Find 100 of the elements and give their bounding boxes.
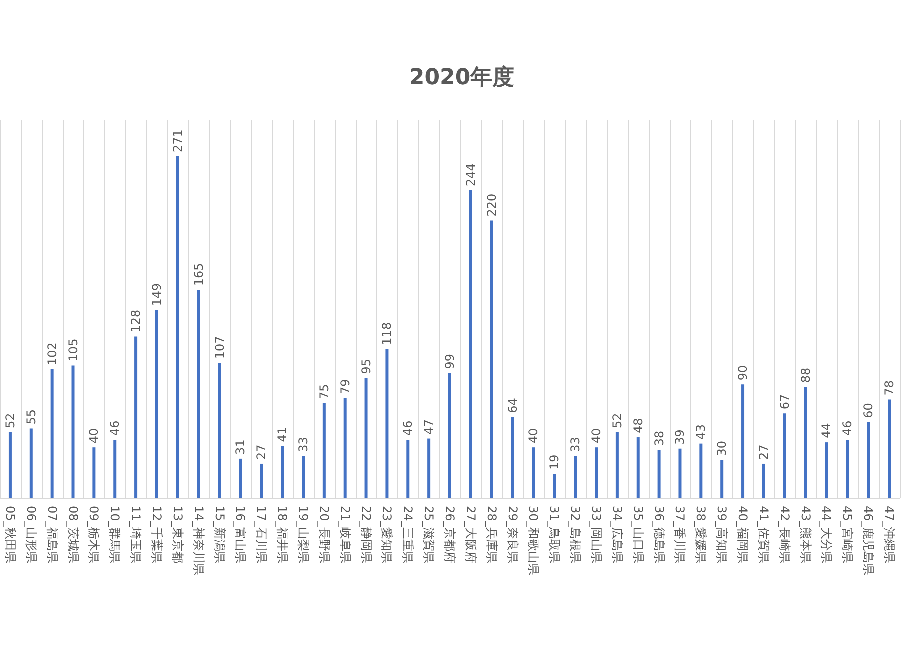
x-tick-label: 33_岡山県 bbox=[590, 506, 604, 564]
x-tick-label: 20_長野県 bbox=[317, 506, 332, 564]
x-tick-label: 18_福井県 bbox=[276, 506, 290, 564]
x-tick-label: 29_奈良県 bbox=[506, 506, 520, 564]
data-label: 52 bbox=[3, 413, 18, 428]
bar bbox=[825, 442, 828, 498]
bar bbox=[490, 220, 494, 498]
chart-title: 2020年度 bbox=[409, 64, 515, 90]
x-tick-label: 21_岐阜県 bbox=[338, 506, 352, 564]
data-label: 99 bbox=[443, 354, 457, 370]
data-label: 44 bbox=[820, 423, 834, 439]
x-tick-label: 40_福岡県 bbox=[736, 506, 750, 564]
bar bbox=[678, 448, 682, 498]
data-label: 46 bbox=[108, 420, 122, 436]
x-tick-label: 16_富山県 bbox=[234, 506, 248, 564]
x-tick-label: 46_鹿児島県 bbox=[862, 506, 876, 576]
bar bbox=[428, 438, 431, 498]
data-label: 40 bbox=[87, 428, 102, 444]
bar bbox=[616, 432, 619, 498]
data-label: 33 bbox=[296, 437, 310, 452]
data-label: 149 bbox=[150, 283, 164, 306]
data-label: 75 bbox=[317, 384, 332, 400]
bar bbox=[386, 349, 389, 498]
x-tick-label: 47_沖縄県 bbox=[882, 506, 897, 564]
bar bbox=[511, 417, 514, 498]
x-tick-label: 41_佐賀県 bbox=[756, 506, 771, 564]
data-label: 271 bbox=[170, 130, 185, 153]
bar bbox=[636, 438, 640, 498]
bar bbox=[197, 290, 200, 498]
bar bbox=[8, 432, 12, 498]
bar bbox=[762, 464, 766, 498]
x-tick-label: 19_山梨県 bbox=[296, 506, 310, 564]
x-tick-label: 12_千葉県 bbox=[150, 506, 164, 564]
bar bbox=[72, 366, 75, 498]
data-label: 88 bbox=[798, 368, 813, 384]
data-label: 41 bbox=[276, 427, 290, 442]
data-label: 244 bbox=[464, 164, 478, 187]
x-tick-label: 11_埼玉県 bbox=[129, 506, 144, 564]
bar bbox=[218, 363, 222, 498]
data-label: 95 bbox=[359, 359, 374, 374]
data-label: 40 bbox=[526, 428, 541, 444]
bar bbox=[742, 384, 745, 498]
data-label: 27 bbox=[756, 444, 771, 460]
data-label: 220 bbox=[484, 194, 499, 217]
x-tick-label: 23_愛知県 bbox=[380, 506, 394, 564]
data-label: 52 bbox=[610, 413, 624, 428]
x-tick-label: 06_山形県 bbox=[24, 506, 38, 564]
data-label: 165 bbox=[192, 263, 206, 286]
data-label: 30 bbox=[715, 440, 730, 456]
data-label: 118 bbox=[380, 322, 394, 346]
data-label: 64 bbox=[506, 398, 520, 414]
x-tick-label: 30_和歌山県 bbox=[526, 506, 541, 576]
bar bbox=[364, 378, 368, 498]
x-tick-label: 17_石川県 bbox=[254, 506, 269, 564]
bar bbox=[553, 474, 556, 498]
x-tick-label: 44_大分県 bbox=[820, 506, 834, 564]
data-label: 128 bbox=[129, 310, 144, 333]
data-label: 78 bbox=[882, 380, 897, 396]
x-tick-label: 37_香川県 bbox=[673, 506, 688, 564]
bar bbox=[50, 369, 54, 498]
bar bbox=[176, 156, 180, 498]
x-tick-label: 35_山口県 bbox=[631, 506, 646, 564]
data-label: 90 bbox=[736, 365, 750, 381]
bar bbox=[302, 456, 305, 498]
bar bbox=[281, 446, 284, 498]
data-label: 39 bbox=[673, 430, 688, 445]
bar bbox=[658, 450, 661, 498]
x-tick-label: 27_大阪府 bbox=[464, 506, 478, 564]
x-tick-label: 22_静岡県 bbox=[359, 506, 374, 564]
bar bbox=[783, 414, 786, 498]
x-tick-label: 09_栃木県 bbox=[87, 506, 102, 564]
x-tick-label: 39_高知県 bbox=[715, 506, 730, 564]
x-tick-label: 36_徳島県 bbox=[652, 506, 666, 564]
bar bbox=[888, 400, 892, 498]
x-tick-label: 25_滋賀県 bbox=[422, 506, 436, 564]
x-tick-label: 31_鳥取県 bbox=[548, 506, 562, 564]
bar bbox=[92, 448, 96, 498]
bar bbox=[595, 448, 598, 498]
x-tick-label: 10_群馬県 bbox=[108, 506, 122, 564]
bar bbox=[406, 440, 410, 498]
bar bbox=[344, 398, 347, 498]
bar bbox=[448, 373, 452, 498]
x-tick-label: 07_福島県 bbox=[45, 506, 60, 564]
bar bbox=[239, 458, 242, 498]
x-tick-label: 15_新潟県 bbox=[212, 506, 227, 564]
bar bbox=[260, 464, 264, 498]
bar bbox=[30, 428, 33, 498]
data-label: 19 bbox=[548, 454, 562, 470]
data-label: 43 bbox=[694, 424, 708, 440]
data-label: 55 bbox=[24, 409, 38, 425]
bar bbox=[322, 404, 326, 498]
x-tick-label: 13_東京都 bbox=[170, 506, 185, 564]
x-tick-label: 32_島根県 bbox=[568, 506, 583, 564]
data-label: 67 bbox=[778, 394, 792, 410]
bar bbox=[532, 448, 536, 498]
x-tick-label: 42_長崎県 bbox=[778, 506, 792, 564]
x-tick-label: 34_広島県 bbox=[610, 506, 624, 564]
x-tick-label: 05_秋田県 bbox=[3, 506, 18, 564]
data-label: 105 bbox=[66, 338, 80, 362]
data-label: 102 bbox=[45, 342, 60, 366]
